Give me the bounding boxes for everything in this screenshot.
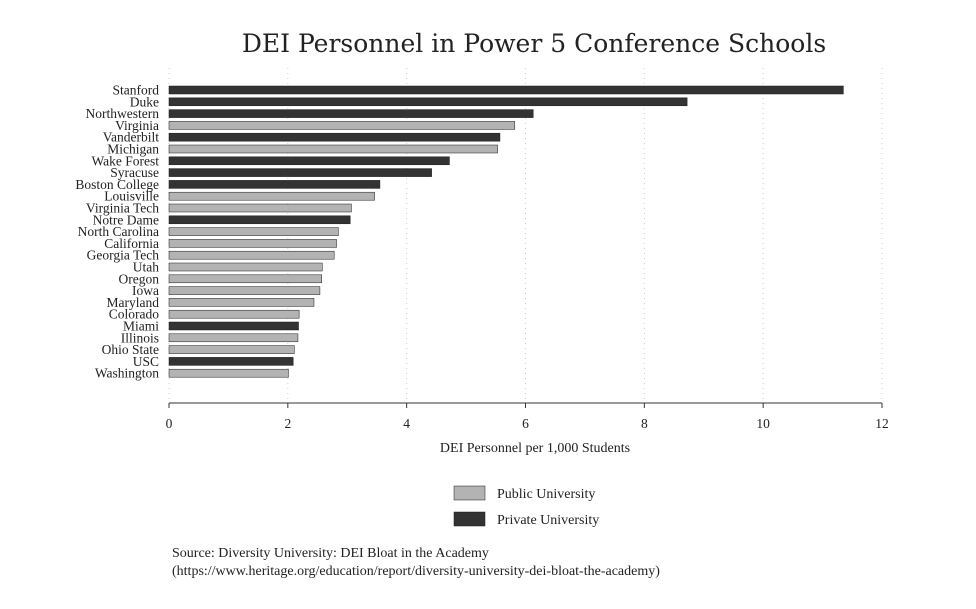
- bar: [168, 262, 323, 272]
- bar: [168, 345, 295, 354]
- source-line-1: Source: Diversity University: DEI Bloat …: [172, 546, 489, 561]
- category-label: Boston College: [75, 177, 159, 192]
- bar: [168, 227, 339, 236]
- bar: [168, 144, 498, 154]
- legend-swatch: [453, 511, 486, 527]
- x-tick-label: 6: [522, 416, 529, 431]
- source-line-2: (https://www.heritage.org/education/repo…: [172, 564, 660, 579]
- x-tick-label: 12: [875, 416, 889, 431]
- x-tick-label: 4: [403, 416, 410, 431]
- category-label: Louisville: [104, 189, 159, 204]
- bar: [168, 250, 335, 260]
- bar: [168, 121, 516, 130]
- bar: [168, 97, 688, 107]
- bar: [168, 286, 321, 295]
- x-tick-label: 10: [756, 416, 770, 431]
- category-label: Duke: [130, 94, 159, 109]
- category-label: Northwestern: [86, 106, 160, 121]
- category-label: Washington: [95, 366, 159, 381]
- bar: [168, 203, 352, 213]
- bar: [168, 321, 299, 331]
- legend-label: Private University: [497, 513, 599, 528]
- bar: [168, 274, 322, 284]
- category-label: Wake Forest: [91, 153, 159, 168]
- category-label: Syracuse: [110, 165, 159, 180]
- bar: [168, 132, 501, 142]
- category-label: California: [104, 236, 159, 251]
- x-tick-label: 0: [166, 416, 173, 431]
- category-label: Colorado: [109, 307, 159, 322]
- category-label: USC: [133, 354, 159, 369]
- bar: [168, 333, 299, 343]
- bar: [168, 298, 315, 307]
- chart-bars: [168, 85, 844, 378]
- x-tick-label: 8: [641, 416, 648, 431]
- category-label: Illinois: [121, 330, 159, 345]
- legend-label: Public University: [497, 487, 595, 502]
- category-label: Michigan: [107, 142, 159, 157]
- x-axis-label: DEI Personnel per 1,000 Students: [440, 441, 630, 456]
- bar: [168, 109, 534, 118]
- category-label: Miami: [123, 319, 159, 334]
- bar: [168, 309, 300, 319]
- legend: Public University Private University: [453, 485, 599, 528]
- category-label: Stanford: [113, 83, 160, 98]
- bar: [168, 368, 289, 378]
- category-label: North Carolina: [78, 224, 159, 239]
- category-label: Virginia: [115, 118, 159, 133]
- category-label: Maryland: [107, 295, 160, 310]
- category-label: Virginia Tech: [86, 201, 159, 216]
- bar: [168, 239, 337, 248]
- category-label: Vanderbilt: [103, 130, 159, 145]
- bar: [168, 215, 351, 225]
- category-label: Iowa: [132, 283, 159, 298]
- x-tick-label: 2: [284, 416, 291, 431]
- category-label: Utah: [133, 260, 159, 275]
- legend-swatch: [453, 485, 486, 501]
- category-labels: StanfordDukeNorthwesternVirginiaVanderbi…: [75, 83, 159, 381]
- bar: [168, 156, 450, 166]
- category-label: Ohio State: [102, 342, 159, 357]
- bar: [168, 191, 375, 201]
- chart-title: DEI Personnel in Power 5 Conference Scho…: [242, 29, 826, 58]
- category-label: Oregon: [119, 271, 160, 286]
- bar: [168, 357, 294, 366]
- bar: [168, 168, 432, 177]
- bar: [168, 180, 381, 189]
- category-label: Georgia Tech: [87, 248, 160, 263]
- category-label: Notre Dame: [93, 212, 159, 227]
- x-axis-ticks: 0 2 4 6 8 10 12: [166, 403, 889, 431]
- bar: [168, 85, 844, 95]
